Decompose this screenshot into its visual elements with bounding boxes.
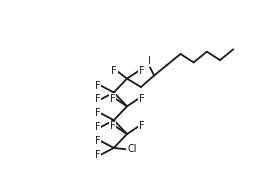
Text: F: F [95,108,101,118]
Text: F: F [110,121,115,131]
Text: F: F [139,66,144,76]
Text: Cl: Cl [127,144,137,154]
Text: F: F [139,94,144,104]
Text: I: I [148,56,151,66]
Text: F: F [95,136,101,146]
Text: F: F [111,66,117,76]
Text: F: F [139,121,144,131]
Text: F: F [95,94,101,104]
Text: F: F [95,150,101,160]
Text: F: F [95,122,101,132]
Text: F: F [110,94,115,104]
Text: F: F [95,80,101,91]
